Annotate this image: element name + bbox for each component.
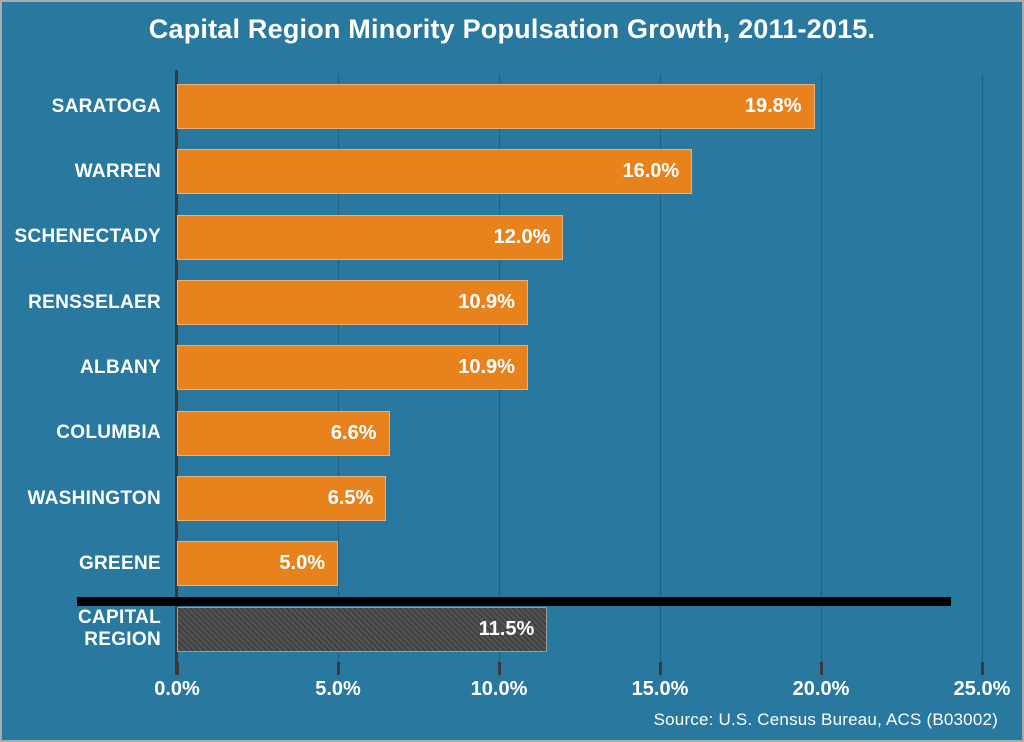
source-note: Source: U.S. Census Bureau, ACS (B03002) <box>653 710 998 729</box>
bar-row: WARREN 16.0% <box>2 139 1022 204</box>
bar-track: 6.5% <box>177 476 982 522</box>
bar-value-label: 11.5% <box>478 617 535 640</box>
chart-title: Capital Region Minority Populsation Grow… <box>148 14 876 44</box>
bar: 6.5% <box>177 476 387 522</box>
bar-value-label: 10.9% <box>458 356 515 379</box>
gridline <box>982 74 983 662</box>
bar-value-label: 12.0% <box>493 225 551 248</box>
x-tick-label: 15.0% <box>631 678 689 700</box>
bar: 16.0% <box>177 149 693 195</box>
bar: 6.6% <box>177 410 390 456</box>
x-tick-mark <box>176 662 179 675</box>
category-label: ALBANY <box>80 356 161 378</box>
bar-value-label: 16.0% <box>622 160 680 183</box>
bar: 19.8% <box>177 84 815 130</box>
x-tick-label: 10.0% <box>470 678 528 700</box>
x-tick-mark <box>820 662 823 675</box>
x-tick-mark <box>498 662 501 675</box>
x-tick-mark <box>659 662 662 675</box>
category-label: SCHENECTADY <box>14 226 161 248</box>
bar-track: 12.0% <box>177 214 982 260</box>
bar-track: 10.9% <box>177 280 982 326</box>
bar-track: 11.5% <box>177 606 982 652</box>
category-label: WARREN <box>74 160 161 182</box>
bar: 10.9% <box>177 345 528 391</box>
bar-row: ALBANY 10.9% <box>2 335 1022 400</box>
capital-region-divider <box>77 597 951 606</box>
bar-track: 16.0% <box>177 149 982 195</box>
bar-track: 10.9% <box>177 345 982 391</box>
gridline <box>660 74 661 662</box>
bar-value-label: 19.8% <box>744 95 802 118</box>
bar-row: WASHINGTON 6.5% <box>2 466 1022 531</box>
x-tick-label: 0.0% <box>154 678 200 700</box>
bar-row: CAPITAL REGION 11.5% <box>2 597 1022 662</box>
x-tick-mark <box>981 662 984 675</box>
bar-row: SCHENECTADY 12.0% <box>2 205 1022 270</box>
bar: 10.9% <box>177 280 528 326</box>
bar: 12.0% <box>177 214 564 260</box>
bar-row: COLUMBIA 6.6% <box>2 401 1022 466</box>
category-label: GREENE <box>78 552 161 574</box>
bar-row: SARATOGA 19.8% <box>2 74 1022 139</box>
bar-value-label: 10.9% <box>458 291 515 314</box>
x-tick-label: 25.0% <box>953 678 1011 700</box>
bar-value-label: 6.5% <box>327 487 374 510</box>
bar-row: RENSSELAER 10.9% <box>2 270 1022 335</box>
x-tick-label: 20.0% <box>792 678 850 700</box>
y-axis-line <box>175 70 178 675</box>
category-label: CAPITAL REGION <box>77 607 161 651</box>
bar-track: 5.0% <box>177 541 982 587</box>
summary-bar: 11.5% <box>177 606 548 652</box>
category-label: SARATOGA <box>51 95 161 117</box>
bar-value-label: 5.0% <box>279 552 325 575</box>
bar-track: 19.8% <box>177 84 982 130</box>
bar-row: GREENE 5.0% <box>2 531 1022 596</box>
bar-rows: SARATOGA 19.8% WARREN 16.0% SCHENECTADY 12.0%… <box>2 74 1022 662</box>
gridline <box>821 74 822 662</box>
x-tick-mark <box>337 662 340 675</box>
bar: 5.0% <box>177 541 338 587</box>
x-tick-label: 5.0% <box>315 678 361 700</box>
bar-value-label: 6.6% <box>330 421 377 444</box>
category-label: RENSSELAER <box>28 291 161 313</box>
plot-area: SARATOGA 19.8% WARREN 16.0% SCHENECTADY 12.0%… <box>2 70 1022 700</box>
category-label: WASHINGTON <box>27 487 161 509</box>
bar-track: 6.6% <box>177 410 982 456</box>
category-label: COLUMBIA <box>56 422 161 444</box>
